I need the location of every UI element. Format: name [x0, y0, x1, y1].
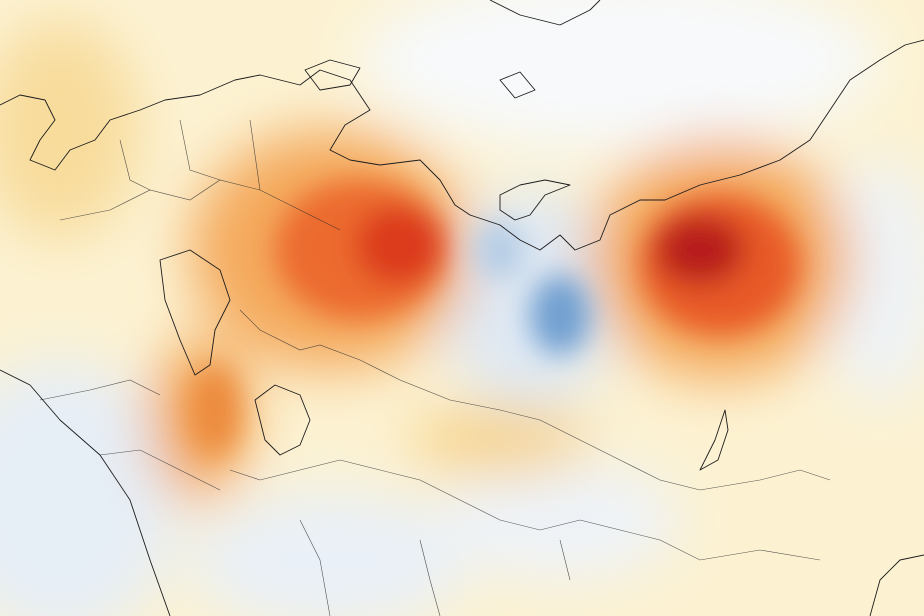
aral-sea — [254, 384, 311, 456]
hot-core — [190, 365, 240, 455]
hot-core — [655, 215, 745, 285]
border — [59, 179, 341, 231]
caspian-sea — [159, 249, 231, 376]
cool-area — [190, 490, 470, 616]
warm-area — [410, 405, 590, 475]
borders — [39, 119, 831, 616]
warm-area — [0, 20, 140, 240]
hot-core — [355, 205, 445, 285]
baikal — [699, 409, 729, 471]
cold-core — [530, 275, 590, 355]
neutral-area — [360, 0, 880, 150]
coastline — [0, 39, 924, 251]
border — [239, 309, 831, 491]
cold-core — [475, 220, 525, 280]
border — [39, 379, 221, 491]
border — [299, 519, 571, 616]
cool-area — [440, 190, 620, 410]
border — [229, 459, 821, 561]
coastline — [304, 59, 361, 91]
cool-area — [0, 360, 180, 616]
coastline — [489, 0, 601, 26]
coastline — [499, 179, 571, 221]
cool-area — [440, 460, 680, 580]
cool-area — [820, 160, 924, 400]
coastline — [869, 554, 924, 616]
anomaly-core — [190, 180, 800, 455]
coastline — [499, 71, 536, 99]
border — [119, 119, 261, 191]
